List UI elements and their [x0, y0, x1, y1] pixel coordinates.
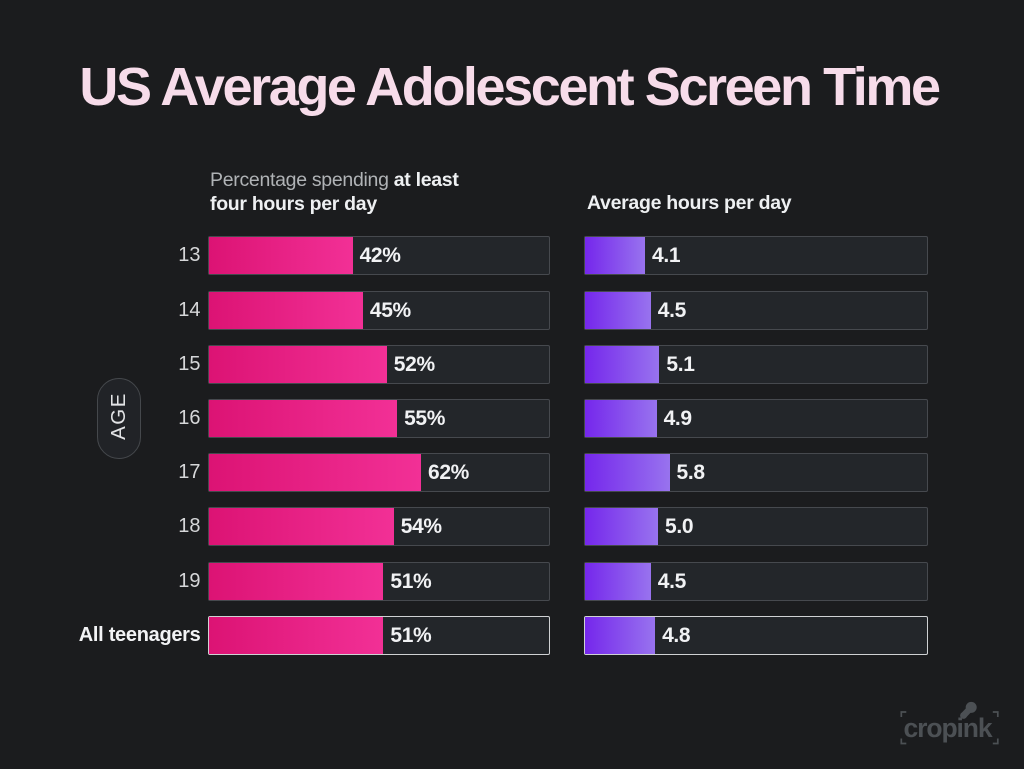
svg-text:cropink: cropink [904, 713, 993, 743]
